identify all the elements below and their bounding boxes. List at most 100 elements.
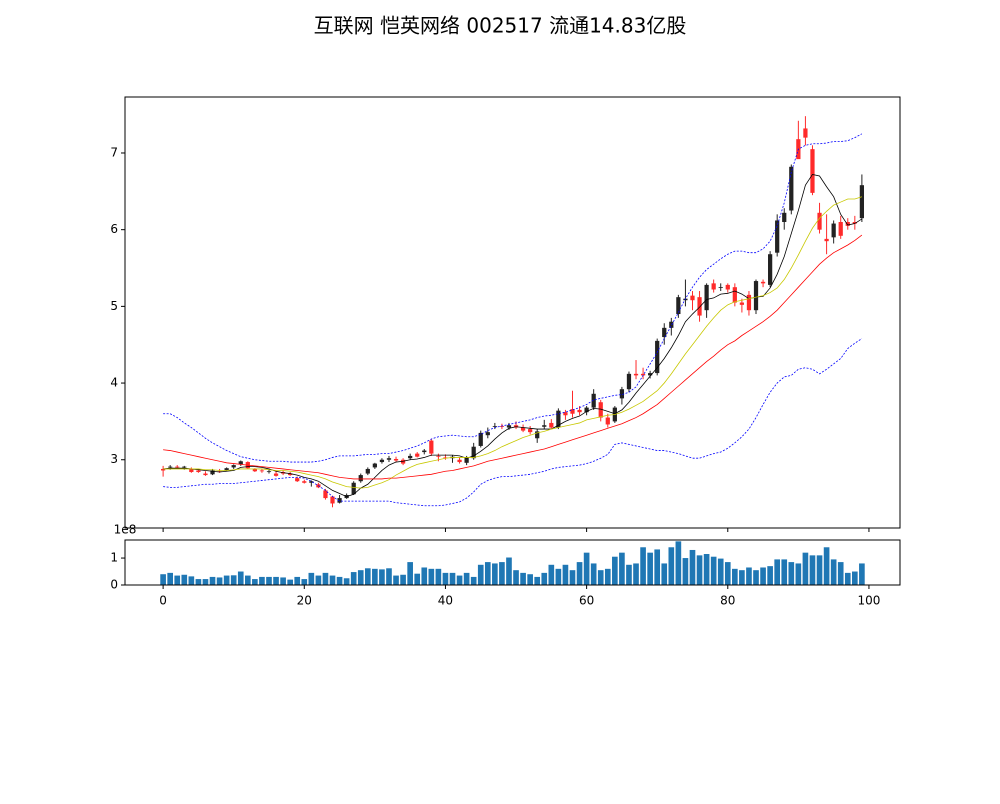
candle-body [782,212,787,223]
candle-body [168,466,173,468]
candle-body [676,297,681,315]
volume-bar [202,579,209,585]
line-series [163,338,863,507]
volume-bar [400,574,406,585]
volume-bar [308,572,315,585]
candle-body [408,455,413,459]
y-tick-label: 0 [110,578,118,592]
volume-bar [350,572,357,585]
candle-body [429,440,434,454]
volume-bar [844,572,851,585]
candle-body [231,465,236,468]
volume-bar [732,568,738,585]
axes-frame [124,96,901,529]
volume-bar [216,577,223,585]
candle-body [288,473,293,476]
volume-bar [753,570,759,585]
candle-body [196,470,201,473]
volume-bar [492,563,498,585]
candle-body [626,373,632,390]
candle-body [471,446,476,459]
volume-bar [668,547,675,585]
candle-body [753,281,759,311]
volume-bar [456,575,463,585]
y-tick-label: 5 [110,299,118,313]
volume-bar [520,572,526,585]
candle-body [295,478,300,482]
volume-bar [597,570,604,585]
volume-bar [562,564,569,585]
volume-bar [724,562,731,585]
candle-body [810,149,815,193]
volume-bar [837,562,844,585]
volume-bar [689,549,696,585]
volume-bar [237,571,244,585]
volume-bar [414,573,421,585]
volume-bar [774,559,781,585]
candle-body [570,409,575,414]
volume-bar [280,577,286,585]
volume-bar [548,564,555,585]
candle-body [506,425,512,428]
candle-body [732,287,737,303]
candle-body [697,297,702,316]
candle-body [640,373,646,376]
candle-body [302,481,307,483]
candle-body [746,294,752,311]
volume-bar [661,563,668,585]
candle-body [584,407,589,413]
volume-bar [167,572,173,585]
volume-bar [703,554,710,585]
candle-body [478,432,483,446]
x-tick-label: 0 [159,594,167,608]
candle-body [577,409,582,413]
volume-bar [386,568,392,585]
y-tick-label: 3 [110,452,118,466]
volume-bar [823,547,830,585]
x-tick-label: 60 [579,594,594,608]
candle-body [711,283,716,290]
candle-body [252,468,257,472]
volume-bar [372,568,378,585]
volume-bar [477,564,484,585]
candle-body [704,284,709,311]
volume-bar [357,570,364,585]
candle-body [379,459,385,463]
candle-body [803,128,808,138]
volume-bar [859,563,865,585]
volume-bar [852,571,858,585]
volume-bar [287,579,293,585]
candle-body [535,431,540,439]
candle-body [528,429,533,433]
volume-bar [174,575,181,585]
volume-bar [223,575,230,585]
volume-bar [329,575,336,585]
volume-bar [612,556,618,585]
volume-bar [449,572,456,585]
volume-bar [781,559,788,585]
volume-bar [364,568,371,585]
volume-bar [322,572,329,585]
candle-body [633,373,639,376]
candle-body [464,457,469,463]
volume-bar [506,557,512,585]
candle-body [739,302,745,305]
volume-bar [421,567,428,585]
volume-bar [788,562,795,585]
volume-bar [746,567,752,585]
candle-body [224,468,229,471]
candle-body [238,461,243,465]
candle-body [760,281,766,284]
volume-bar [802,552,809,585]
candle-body [365,468,370,474]
candle-body [182,466,187,468]
volume-bar [576,562,583,585]
volume-bar [675,541,682,585]
volume-bar [343,578,350,585]
candle-body [337,498,342,503]
volume-bar [654,549,661,585]
candle-body [556,410,561,428]
candle-body [563,412,568,416]
candle-body [386,458,392,460]
y-tick-label: 6 [110,222,118,236]
